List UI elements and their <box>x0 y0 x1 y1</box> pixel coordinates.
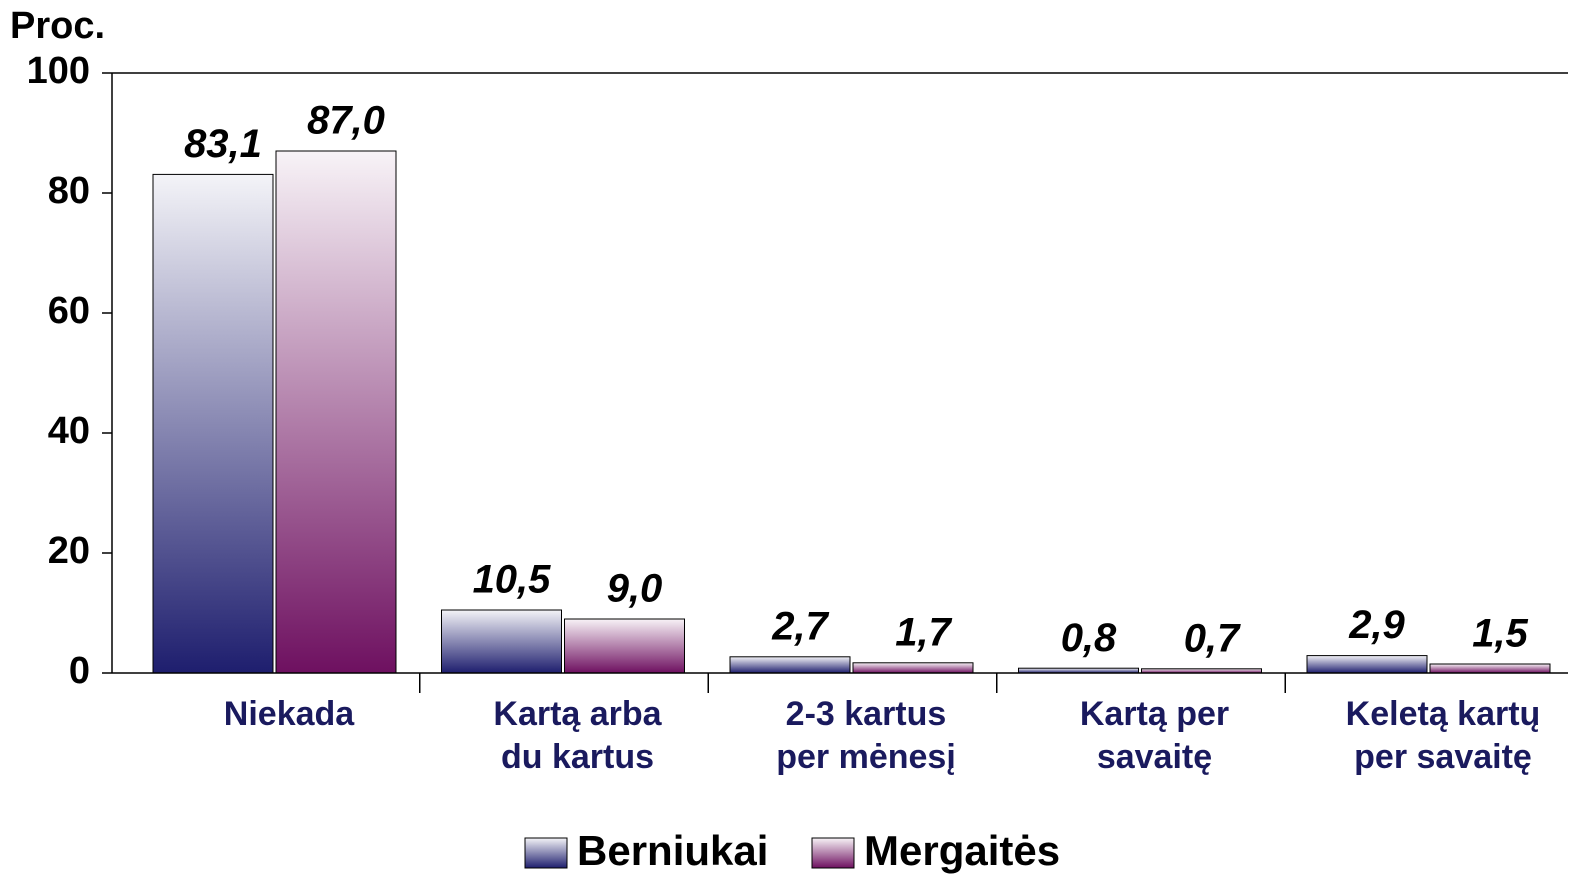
legend-swatch <box>524 837 568 869</box>
y-tick-label: 60 <box>48 290 90 332</box>
bar <box>564 618 685 674</box>
value-label: 2,7 <box>771 604 829 648</box>
legend-label: Mergaitės <box>864 827 1060 874</box>
y-tick-label: 40 <box>48 410 90 452</box>
value-label: 1,5 <box>1472 612 1528 656</box>
x-tick-label: Kartą per <box>1080 695 1229 733</box>
y-tick-label: 20 <box>48 530 90 572</box>
y-tick-label: 0 <box>69 650 90 692</box>
x-tick-label: savaitę <box>1097 738 1212 776</box>
y-tick-label: 80 <box>48 170 90 212</box>
bar <box>852 662 974 674</box>
bar <box>441 609 562 674</box>
value-label: 2,9 <box>1348 603 1405 647</box>
y-tick-label: 100 <box>27 50 90 92</box>
x-tick-label: per mėnesį <box>776 738 956 776</box>
value-label: 83,1 <box>184 122 262 166</box>
bar <box>152 173 274 674</box>
value-label: 0,7 <box>1184 616 1241 660</box>
value-label: 87,0 <box>307 99 385 143</box>
y-axis-label: Proc. <box>10 5 105 47</box>
value-label: 10,5 <box>473 558 552 602</box>
value-label: 1,7 <box>895 610 952 654</box>
x-tick-label: 2-3 kartus <box>786 695 947 733</box>
x-tick-label: per savaitę <box>1354 738 1532 776</box>
x-tick-label: du kartus <box>501 738 654 776</box>
value-label: 0,8 <box>1061 616 1117 660</box>
bar <box>1306 655 1428 674</box>
x-tick-label: Niekada <box>224 695 355 733</box>
value-label: 9,0 <box>607 567 663 611</box>
bar <box>275 150 397 674</box>
legend-label: Berniukai <box>577 827 768 874</box>
bar <box>1429 663 1551 674</box>
legend-swatch <box>811 837 855 869</box>
x-tick-label: Kartą arba <box>493 695 662 733</box>
bar <box>729 656 851 674</box>
x-tick-label: Keletą kartų <box>1346 695 1541 733</box>
